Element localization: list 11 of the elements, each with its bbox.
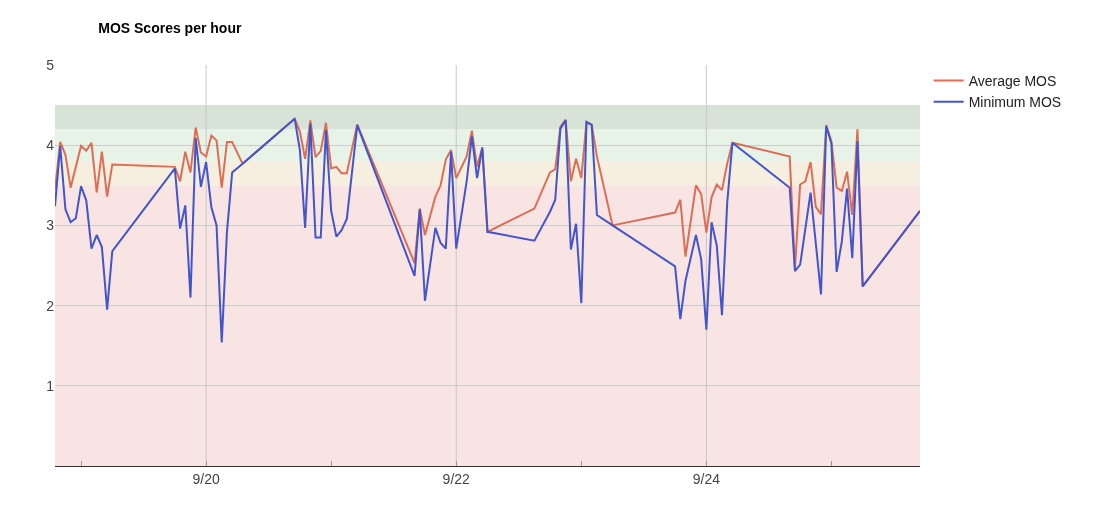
x-tick-label: 9/24 [692,470,721,487]
y-tick-label: 5 [46,56,55,73]
y-tick-label: 2 [46,297,55,314]
legend-label: Average MOS [968,73,1057,90]
y-tick-label: 3 [46,217,55,234]
y-tick-label: 1 [46,377,55,394]
chart-title: MOS Scores per hour [98,20,242,37]
x-tick-label: 9/22 [442,470,471,487]
x-tick-label: 9/20 [192,470,220,487]
legend-label: Minimum MOS [968,94,1062,111]
y-tick-label: 4 [46,137,55,154]
